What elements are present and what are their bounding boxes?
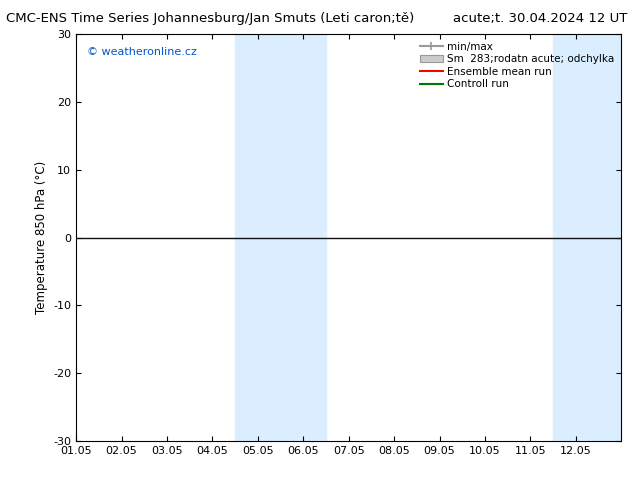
Bar: [553, 34, 634, 441]
Text: acute;t. 30.04.2024 12 UT: acute;t. 30.04.2024 12 UT: [453, 12, 628, 25]
Legend: min/max, Sm  283;rodatn acute; odchylka, Ensemble mean run, Controll run: min/max, Sm 283;rodatn acute; odchylka, …: [418, 40, 616, 92]
Text: © weatheronline.cz: © weatheronline.cz: [87, 47, 197, 56]
Y-axis label: Temperature 850 hPa (°C): Temperature 850 hPa (°C): [34, 161, 48, 314]
Text: CMC-ENS Time Series Johannesburg/Jan Smuts (Leti caron;tě): CMC-ENS Time Series Johannesburg/Jan Smu…: [6, 12, 415, 25]
Bar: [235, 34, 326, 441]
